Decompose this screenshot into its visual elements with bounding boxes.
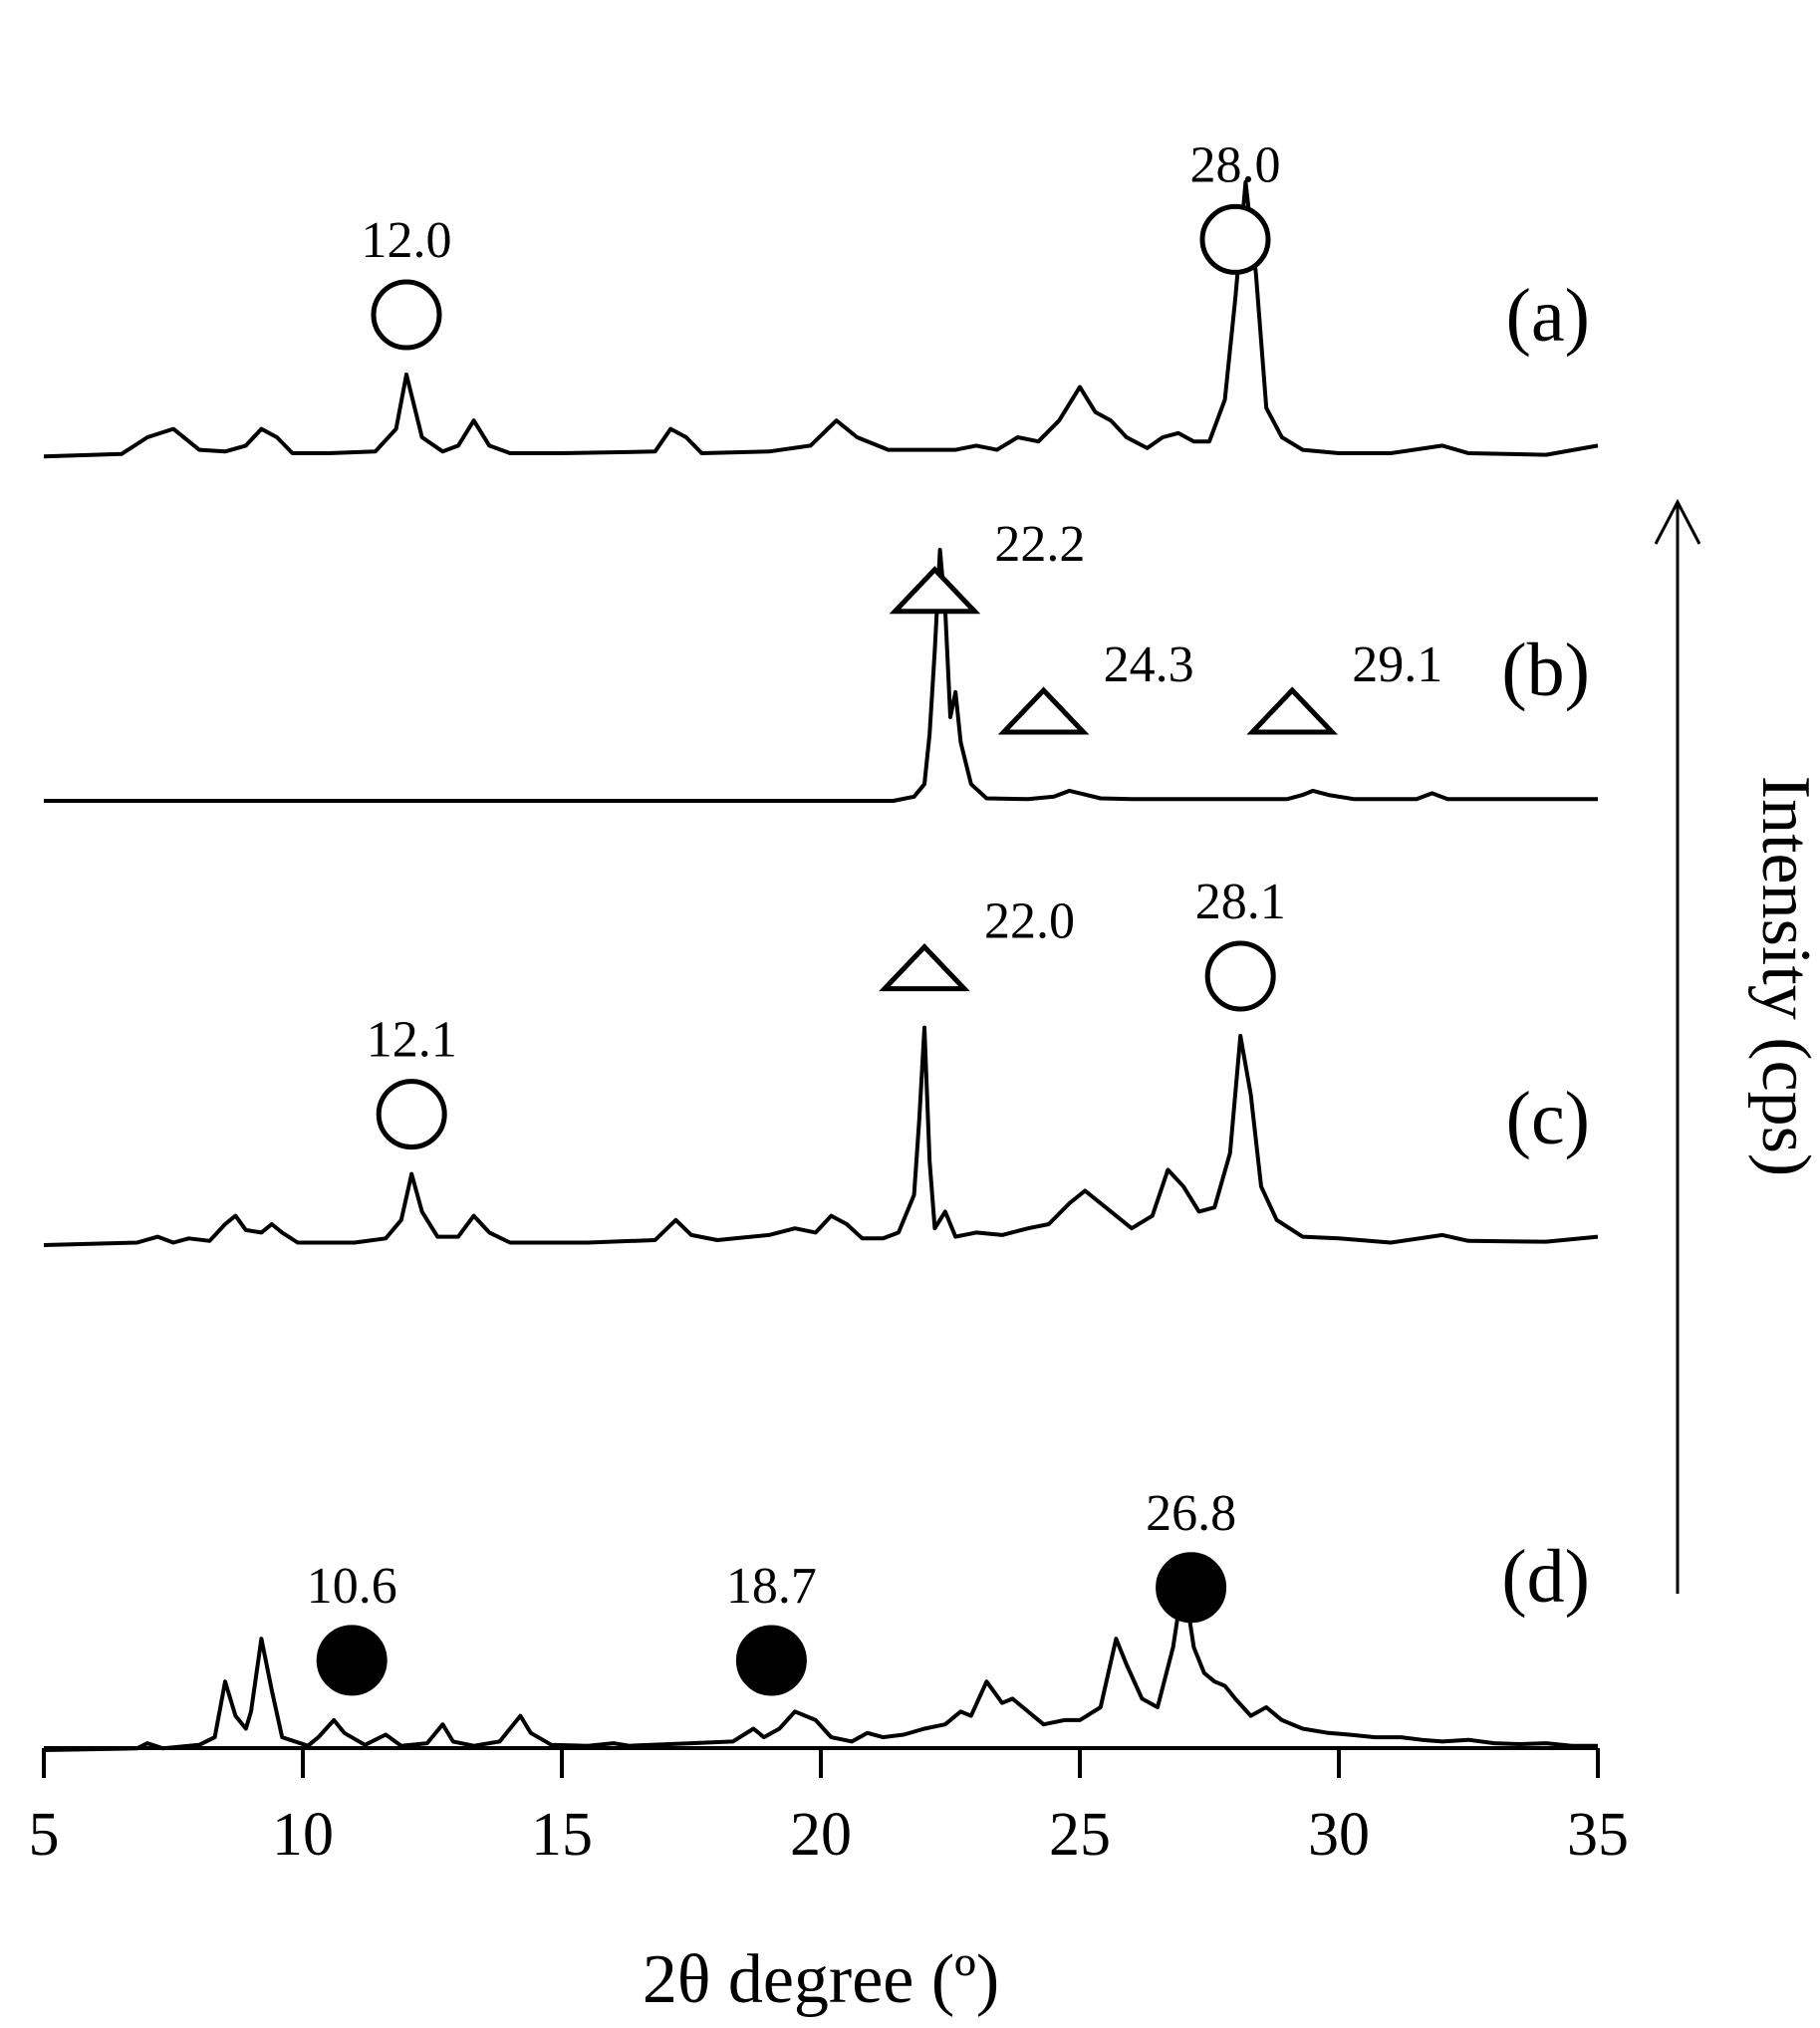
peak-marker-c-12-1 [376,1079,447,1150]
panel-labels: (a) (b) (c) (d) [1501,274,1590,1619]
peak-label-a-12-0: 12.0 [362,212,452,269]
trace-d [43,1577,1598,1752]
x-axis-title: 2θ degree (º) [643,1941,999,2018]
trace-b [44,548,1598,803]
peak-marker-d-10-6 [316,1625,388,1696]
x-axis-ticks: 5 10 15 20 25 30 35 [29,1748,1629,1869]
peak-label-d-26-8: 26.8 [1146,1485,1236,1542]
trace-a [43,179,1599,459]
peak-marker-a-12-0 [371,279,442,351]
trace-c [43,1025,1599,1247]
peak-label-b-29-1: 29.1 [1352,636,1442,693]
peak-label-b-22-2: 22.2 [994,516,1085,573]
peak-label-c-22-0: 22.0 [984,893,1075,950]
panel-label-a: (a) [1506,274,1590,358]
intensity-arrow-head [1654,498,1701,545]
y-axis-title: Intensity (cps) [1747,776,1820,1176]
x-tick-label-35: 35 [1567,1801,1629,1869]
peak-marker-a-28-0 [1199,203,1271,275]
peak-label-d-10-6: 10.6 [307,1558,397,1615]
peak-markers [316,203,1339,1696]
peak-marker-d-26-8 [1156,1552,1227,1624]
x-tick-label-25: 25 [1049,1801,1111,1869]
peak-marker-b-24-3 [997,686,1090,735]
x-tick-label-5: 5 [29,1801,60,1869]
peak-marker-c-22-0 [879,942,970,992]
peak-marker-d-18-7 [735,1625,807,1696]
peak-labels: 12.0 28.0 22.2 24.3 29.1 12.1 22.0 28.1 10.6 18.7… [307,136,1442,1615]
peak-label-d-18-7: 18.7 [726,1558,817,1615]
peak-label-b-24-3: 24.3 [1104,636,1194,693]
panel-label-c: (c) [1506,1077,1590,1160]
diffraction-traces [43,179,1599,1752]
intensity-arrow [1654,498,1701,1594]
panel-label-d: (d) [1501,1535,1590,1619]
peak-marker-b-22-2 [889,566,981,615]
peak-marker-b-29-1 [1246,686,1339,735]
peak-label-c-12-1: 12.1 [367,1012,457,1069]
x-tick-label-30: 30 [1308,1801,1370,1869]
peak-marker-c-28-1 [1204,940,1276,1012]
panel-label-b: (b) [1501,629,1590,712]
peak-label-c-28-1: 28.1 [1195,874,1286,930]
x-tick-label-10: 10 [272,1801,334,1869]
x-tick-label-20: 20 [790,1801,852,1869]
peak-label-a-28-0: 28.0 [1190,136,1281,193]
x-tick-label-15: 15 [531,1801,593,1869]
